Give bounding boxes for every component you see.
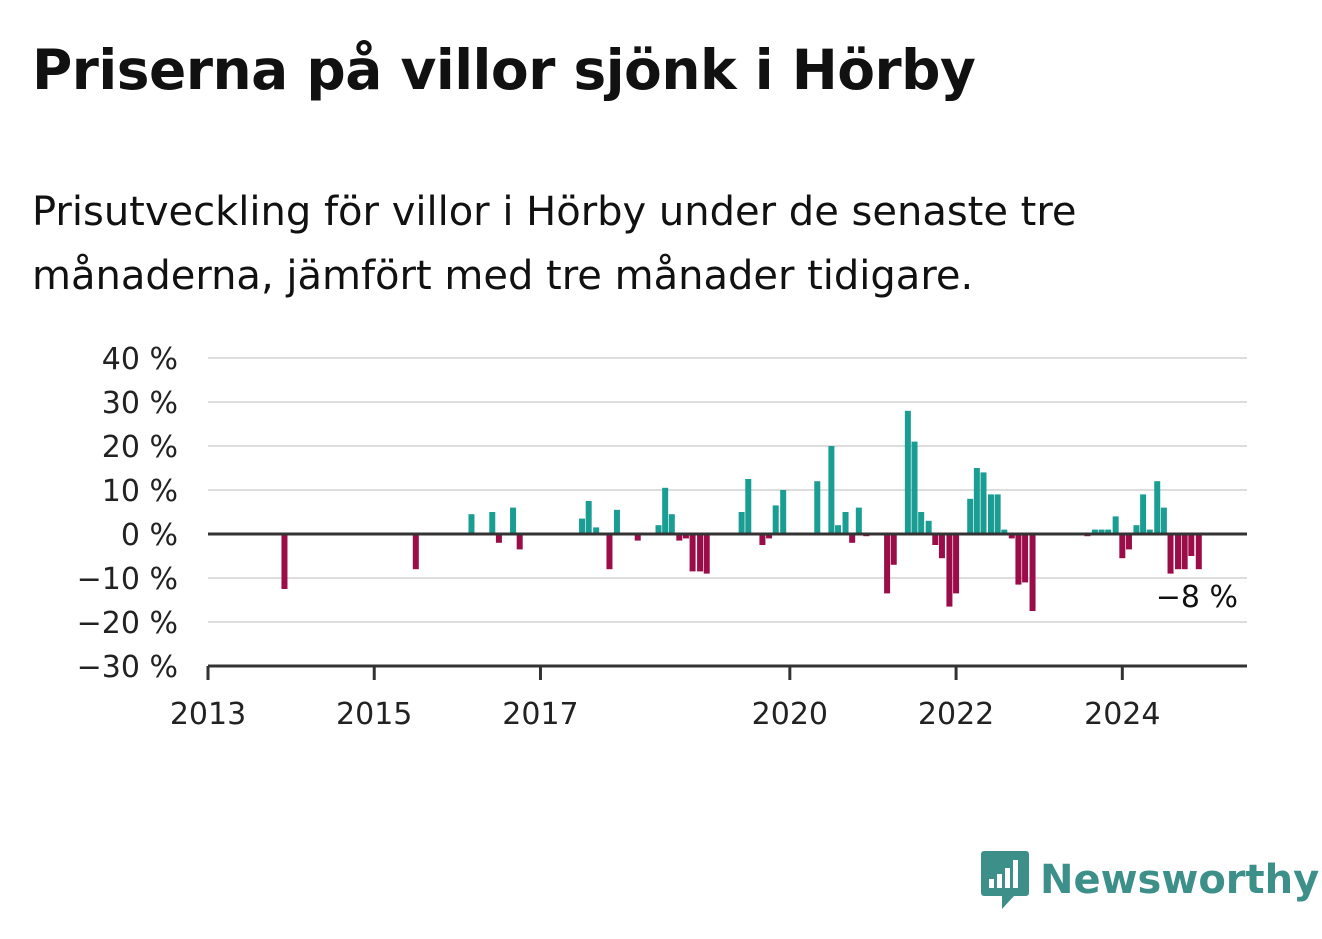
x-axis-labels: 2013 2015 2017 2020 2022 2024: [170, 697, 1161, 732]
bar: [772, 505, 779, 534]
axes: [206, 532, 1247, 680]
y-tick-label: 40 %: [102, 342, 178, 377]
x-tick-label: 2024: [1084, 697, 1160, 732]
bar: [1181, 534, 1188, 570]
bar: [1195, 534, 1202, 570]
bar: [1001, 529, 1008, 534]
bar: [1160, 507, 1167, 534]
bar: [495, 534, 502, 543]
bar: [1146, 529, 1153, 534]
bar: [1175, 534, 1182, 570]
bar: [938, 534, 945, 559]
bar: [842, 512, 849, 534]
chart-subtitle: Prisutveckling för villor i Hörby under …: [32, 189, 1077, 299]
bar: [510, 507, 517, 534]
y-tick-label: −20 %: [77, 606, 178, 641]
bar: [655, 525, 662, 534]
brand: Newsworthy: [980, 848, 1319, 912]
bar: [1098, 529, 1105, 534]
bar: [745, 479, 752, 534]
bar: [738, 512, 745, 534]
bar: [1015, 534, 1022, 585]
bar: [697, 534, 704, 572]
bar: [980, 472, 987, 534]
bar: [1112, 516, 1119, 534]
bar: [593, 527, 600, 534]
bar: [911, 441, 918, 534]
y-tick-label: −30 %: [77, 650, 178, 685]
bar: [668, 514, 675, 534]
bar: [662, 487, 669, 534]
y-tick-label: −10 %: [77, 562, 178, 597]
x-tick-label: 2015: [336, 697, 412, 732]
grid-lines: [208, 357, 1247, 623]
bar: [613, 509, 620, 534]
bar: [1091, 529, 1098, 534]
x-tick-label: 2020: [752, 697, 828, 732]
bar: [890, 534, 897, 565]
bar: [994, 494, 1001, 534]
bar: [281, 534, 288, 589]
bar: [766, 534, 773, 539]
newsworthy-logo-icon: [981, 851, 1029, 909]
bar: [412, 534, 419, 570]
bar: [468, 514, 475, 534]
bar: [676, 534, 683, 541]
bar: [634, 534, 641, 541]
y-tick-label: 30 %: [102, 386, 178, 421]
bar: [884, 534, 891, 594]
bar: [1133, 525, 1140, 534]
bars: [281, 410, 1202, 611]
bar: [973, 468, 980, 534]
bar: [489, 512, 496, 534]
bar: [759, 534, 766, 545]
bar: [703, 534, 710, 574]
bar: [1167, 534, 1174, 574]
bar: [1022, 534, 1029, 583]
y-axis-labels: 40 % 30 % 20 % 10 % 0 % −10 % −20 % −30 %: [77, 342, 178, 685]
bar: [1105, 529, 1112, 534]
bar: [967, 498, 974, 534]
y-tick-label: 0 %: [121, 518, 178, 553]
bar: [918, 512, 925, 534]
chart-title: Priserna på villor sjönk i Hörby: [32, 38, 976, 102]
x-tick-label: 2013: [170, 697, 246, 732]
bar: [689, 534, 696, 572]
bar: [855, 507, 862, 534]
bar: [606, 534, 613, 570]
bar: [1188, 534, 1195, 556]
bar: [835, 525, 842, 534]
bar: [953, 534, 960, 594]
bar: [946, 534, 953, 607]
bar: [932, 534, 939, 545]
bar: [828, 446, 835, 534]
bar: [1154, 481, 1161, 534]
bar: [585, 501, 592, 534]
bar: [579, 518, 586, 534]
bar: [987, 494, 994, 534]
y-tick-label: 10 %: [102, 474, 178, 509]
y-tick-label: 20 %: [102, 430, 178, 465]
bar: [780, 490, 787, 534]
x-tick-label: 2022: [918, 697, 994, 732]
bar: [1029, 534, 1036, 611]
bar: [814, 481, 821, 534]
bar: [904, 410, 911, 534]
bar: [516, 534, 523, 550]
bar: [849, 534, 856, 543]
brand-name: Newsworthy: [1040, 857, 1320, 903]
bar: [925, 520, 932, 534]
bar: [1140, 494, 1147, 534]
bar: [682, 534, 689, 539]
bar: [1125, 534, 1132, 550]
x-tick-label: 2017: [502, 697, 578, 732]
end-value-label: −8 %: [1156, 580, 1238, 615]
end-label-group: −8 %: [1156, 580, 1238, 615]
bar: [1119, 534, 1126, 559]
bar: [1008, 534, 1015, 539]
